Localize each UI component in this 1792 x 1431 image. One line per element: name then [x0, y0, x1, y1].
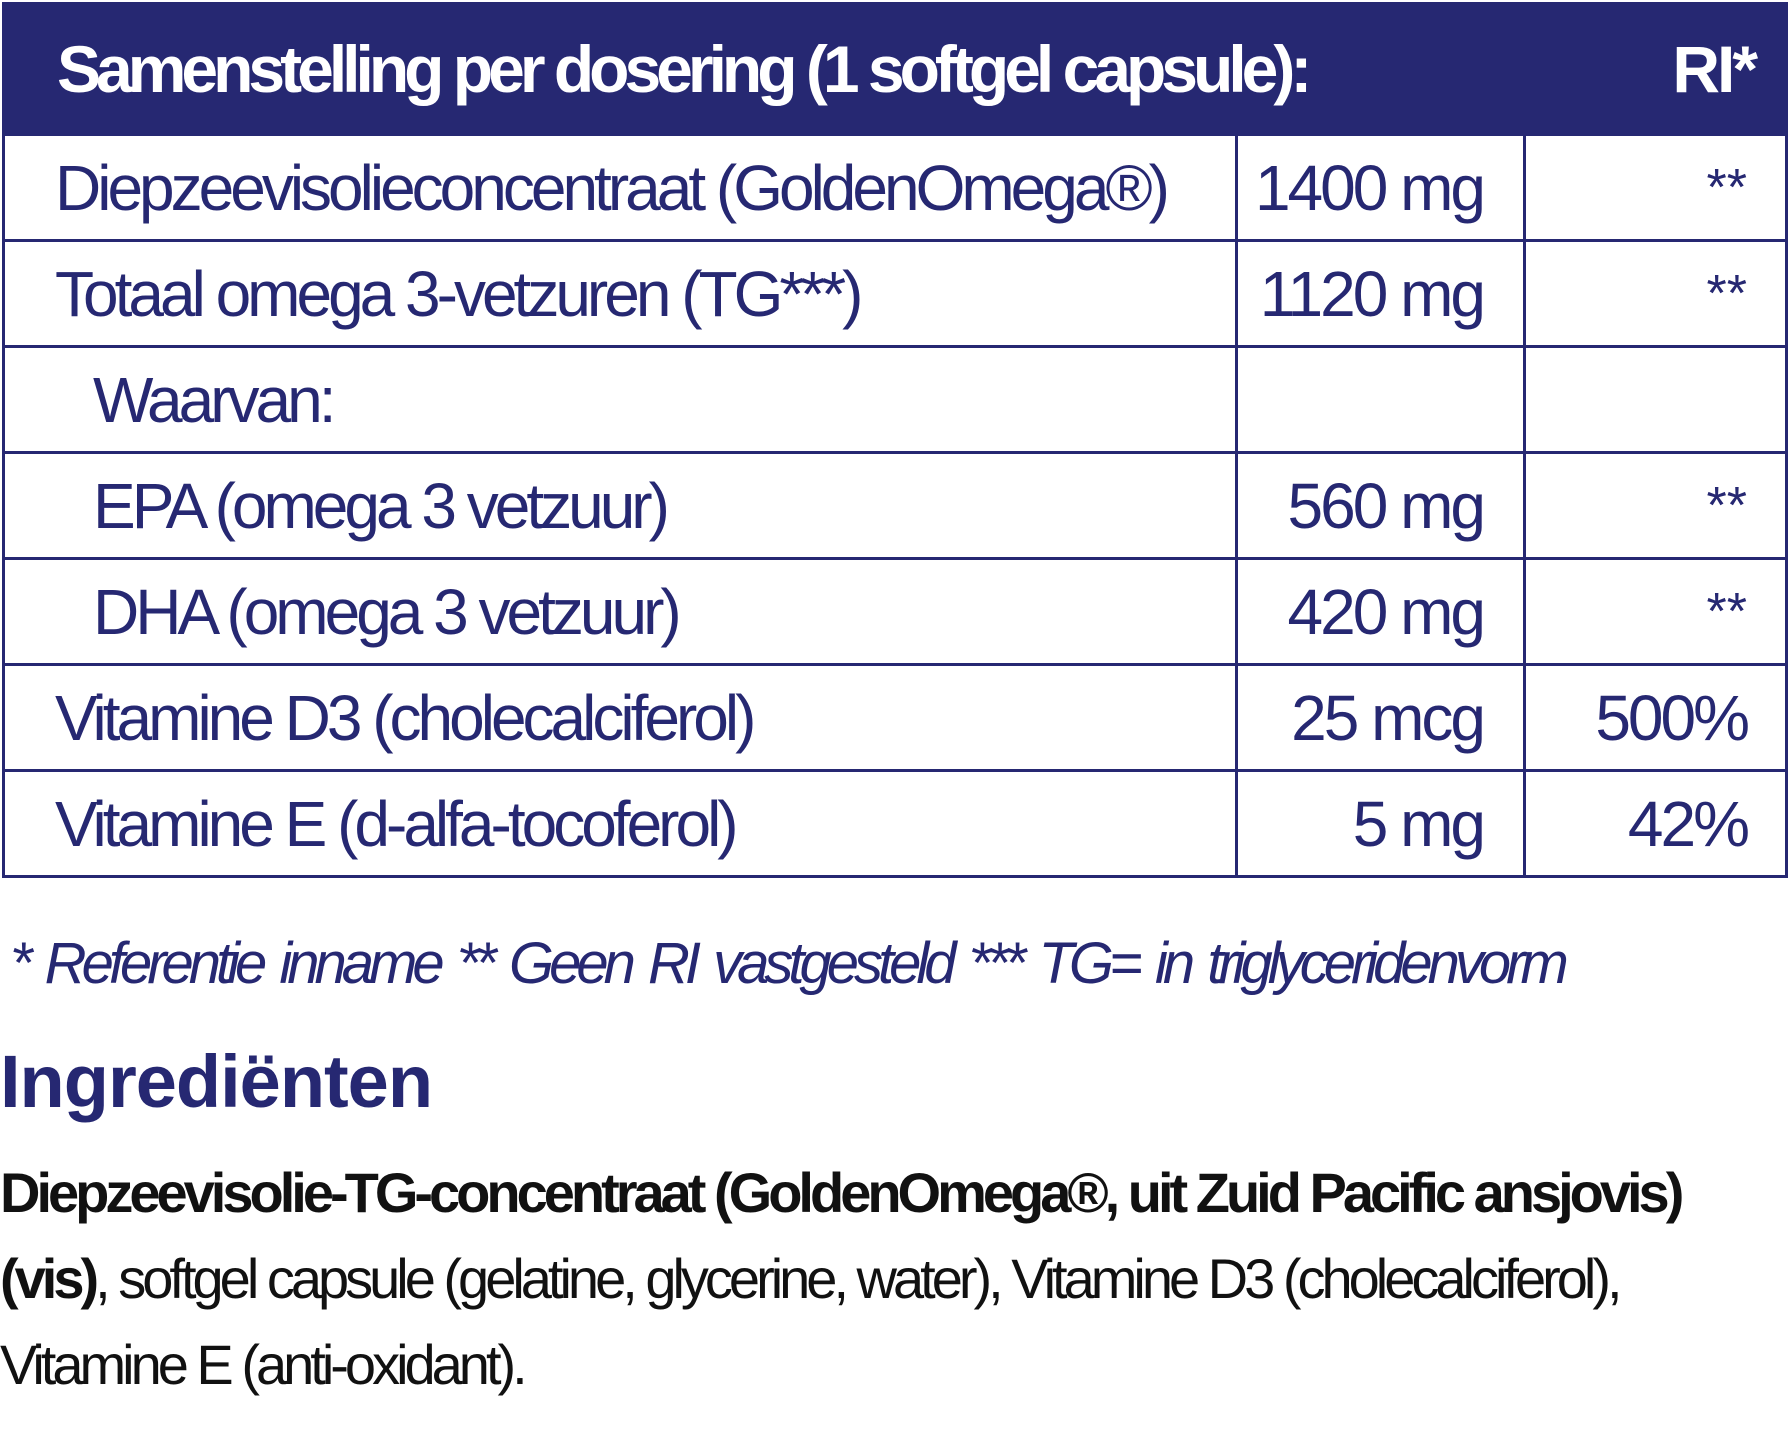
ri-column-header: RI* — [1672, 32, 1758, 106]
table-title: Samenstelling per dosering (1 softgel ca… — [57, 32, 1312, 106]
table-header: Samenstelling per dosering (1 softgel ca… — [5, 5, 1785, 133]
row-name: Vitamine E (d-alfa-tocoferol) — [55, 787, 739, 860]
ingredients-bold: Diepzeevisolie-TG-concentraat (GoldenOme… — [0, 1161, 1466, 1224]
row-amount: 420 mg — [1287, 575, 1486, 648]
nutrition-table: Samenstelling per dosering (1 softgel ca… — [2, 2, 1788, 878]
row-ri: 500% — [1595, 681, 1750, 754]
row-amount: 5 mg — [1352, 787, 1486, 860]
table-row: Totaal omega 3-vetzuren (TG***) 1120 mg … — [5, 239, 1785, 345]
row-ri: ** — [1706, 476, 1747, 535]
row-amount: 1120 mg — [1259, 257, 1486, 330]
row-name: DHA (omega 3 vetzuur) — [93, 575, 682, 648]
ingredients-heading: Ingrediënten — [0, 1040, 433, 1123]
row-ri: ** — [1706, 264, 1747, 323]
row-name: Waarvan: — [93, 363, 336, 436]
row-ri: 42% — [1627, 787, 1750, 860]
row-amount: 560 mg — [1287, 469, 1486, 542]
row-name: EPA (omega 3 vetzuur) — [93, 469, 670, 542]
footnote: * Referentie inname ** Geen RI vastgeste… — [10, 931, 1569, 996]
row-name: Totaal omega 3-vetzuren (TG***) — [55, 257, 863, 330]
row-ri: ** — [1706, 158, 1747, 217]
ingredients-rest: , softgel capsule (gelatine, glycerine, … — [95, 1247, 1275, 1310]
table-row: DHA (omega 3 vetzuur) 420 mg ** — [5, 557, 1785, 663]
ingredients-text: Diepzeevisolie-TG-concentraat (GoldenOme… — [0, 1150, 1790, 1408]
ingredients-end: (cholecalciferol), Vitamine E (anti-oxid… — [0, 1247, 1623, 1396]
table-row: Vitamine D3 (cholecalciferol) 25 mcg 500… — [5, 663, 1785, 769]
row-amount: 1400 mg — [1254, 151, 1486, 224]
table-row: Vitamine E (d-alfa-tocoferol) 5 mg 42% — [5, 769, 1785, 875]
table-row: Diepzeevisolieconcentraat (GoldenOmega®)… — [5, 133, 1785, 239]
row-name: Diepzeevisolieconcentraat (GoldenOmega®) — [55, 151, 1170, 224]
table-row: Waarvan: — [5, 345, 1785, 451]
ingredients-bold: ansjovis) (vis) — [0, 1161, 1684, 1310]
row-amount: 25 mcg — [1291, 681, 1486, 754]
row-ri: ** — [1706, 582, 1747, 641]
row-name: Vitamine D3 (cholecalciferol) — [55, 681, 756, 754]
table-row: EPA (omega 3 vetzuur) 560 mg ** — [5, 451, 1785, 557]
